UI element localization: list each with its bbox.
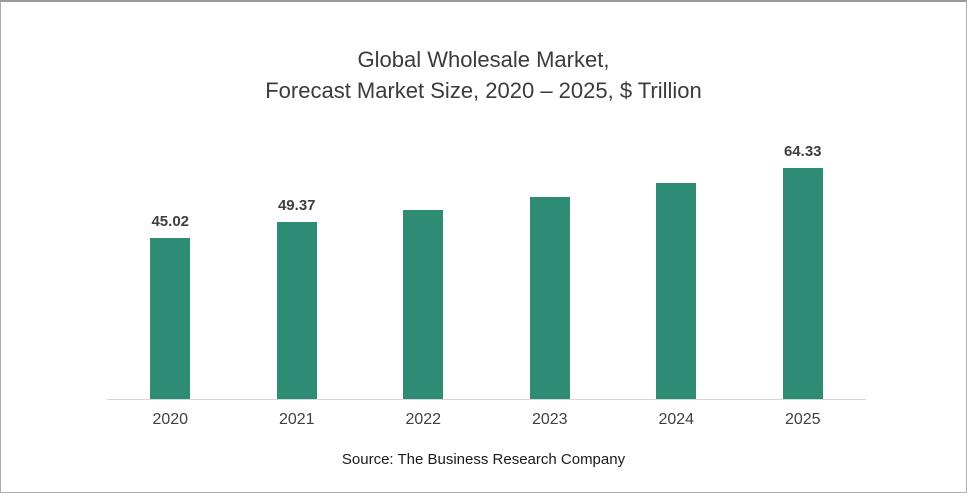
source-note: Source: The Business Research Company — [341, 451, 626, 468]
bar-column: 64.33 — [740, 132, 867, 399]
bar-column — [487, 132, 614, 399]
bar — [782, 168, 823, 399]
chart-title-line1: Global Wholesale Market, — [357, 47, 610, 72]
x-tick-label: 2024 — [658, 411, 695, 428]
x-tick-label: 2022 — [405, 411, 442, 428]
bar-column: 49.37 — [234, 132, 361, 399]
bar-column: 45.02 — [107, 132, 234, 399]
chart-title-line2: Forecast Market Size, 2020 – 2025, $ Tri… — [265, 78, 702, 103]
x-tick-label: 2023 — [531, 411, 568, 428]
bar-data-label: 49.37 — [277, 197, 316, 214]
x-tick-label: 2025 — [784, 411, 821, 428]
bar-data-label: 45.02 — [151, 213, 190, 230]
bar — [403, 210, 444, 399]
chart-title: Global Wholesale Market, Forecast Market… — [49, 44, 918, 106]
plot-area: 45.02 49.37 64.33 2020 2021 2022 2023 2024 2025 — [107, 132, 866, 429]
x-axis-labels: 2020 2021 2022 2023 2024 2025 — [107, 400, 866, 429]
bar — [656, 183, 697, 399]
x-tick-label: 2020 — [152, 411, 189, 428]
bar-column — [613, 132, 740, 399]
bars-container: 45.02 49.37 64.33 — [107, 132, 866, 400]
bar — [276, 222, 317, 399]
bar-data-label: 64.33 — [783, 143, 822, 160]
bar-column — [360, 132, 487, 399]
bar — [150, 238, 191, 399]
bar — [529, 197, 570, 399]
x-tick-label: 2021 — [278, 411, 315, 428]
